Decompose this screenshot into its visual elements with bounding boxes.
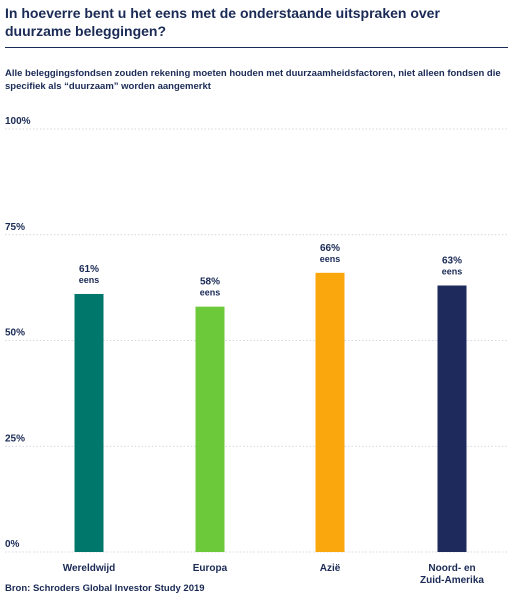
bar-2 bbox=[195, 306, 225, 552]
x-tick-label: Wereldwijd bbox=[63, 563, 116, 574]
bar-3 bbox=[315, 272, 345, 552]
bar-4 bbox=[437, 285, 467, 552]
x-tick-label: Noord- en Zuid-Amerika bbox=[420, 563, 484, 586]
data-label-suffix: eens bbox=[79, 275, 100, 285]
y-tick-label: 100% bbox=[5, 116, 31, 127]
title-divider bbox=[5, 47, 508, 48]
data-label-suffix: eens bbox=[200, 288, 221, 298]
chart-subtitle: Alle beleggingsfondsen zouden rekening m… bbox=[5, 68, 501, 92]
bar-1 bbox=[74, 293, 104, 552]
data-label: 66% bbox=[320, 243, 340, 254]
source-note: Bron: Schroders Global Investor Study 20… bbox=[5, 583, 205, 594]
data-label: 63% bbox=[442, 256, 462, 267]
data-label: 61% bbox=[79, 264, 99, 275]
y-tick-label: 25% bbox=[5, 433, 25, 444]
data-label-suffix: eens bbox=[442, 267, 463, 277]
data-label-suffix: eens bbox=[320, 254, 341, 264]
x-tick-label: Europa bbox=[193, 563, 228, 574]
y-tick-label: 0% bbox=[5, 539, 20, 550]
data-label: 58% bbox=[200, 277, 220, 288]
y-tick-label: 50% bbox=[5, 328, 25, 339]
chart-title: In hoeverre bent u het eens met de onder… bbox=[5, 5, 440, 39]
x-tick-label: Azië bbox=[320, 563, 341, 574]
y-tick-label: 75% bbox=[5, 222, 25, 233]
